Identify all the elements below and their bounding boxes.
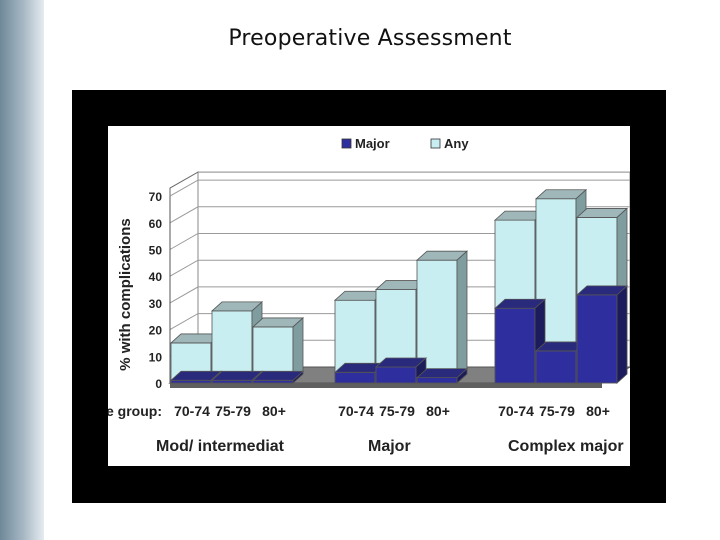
bar-major	[415, 367, 469, 384]
y-tick-label: 60	[149, 217, 163, 231]
x-tick-label: 70-74	[174, 403, 210, 419]
gridline	[169, 233, 630, 250]
y-tick-label: 70	[149, 190, 163, 204]
x-tick-label: 70-74	[338, 403, 374, 419]
legend-label-any: Any	[444, 136, 469, 151]
bar-major-face	[416, 377, 458, 384]
floor-edge	[170, 383, 602, 388]
gridline	[169, 259, 630, 277]
bar-major-face	[576, 294, 618, 384]
legend-label-major: Major	[355, 136, 390, 151]
x-group-label: Major	[368, 438, 411, 455]
bar-major-side	[456, 367, 468, 384]
x-axis-prefix-label: e group:	[108, 403, 162, 419]
bar-major-face	[494, 307, 536, 384]
bar-major-face	[334, 371, 376, 384]
gridline	[169, 286, 630, 304]
x-tick-label: 70-74	[498, 403, 534, 419]
x-group-label: Complex major	[508, 438, 624, 455]
y-tick-label: 40	[149, 270, 163, 284]
bar-major-side	[616, 284, 628, 384]
bar-major-face	[170, 379, 212, 384]
gridline	[169, 313, 630, 331]
bar-any-side	[456, 250, 468, 384]
x-tick-label: 80+	[586, 403, 610, 419]
x-group-label: Mod/ intermediat	[156, 438, 285, 455]
y-tick-label: 30	[149, 297, 163, 311]
x-tick-label: 75-79	[379, 403, 415, 419]
bar-major	[251, 370, 305, 384]
y-tick-label: 50	[149, 244, 163, 258]
x-tick-label: 80+	[262, 403, 286, 419]
gridline	[169, 206, 630, 224]
y-tick-label: 0	[155, 377, 162, 391]
legend-swatch-any	[430, 138, 441, 149]
x-tick-label: 75-79	[215, 403, 251, 419]
left-accent-bar	[0, 0, 44, 540]
bar-major-face	[535, 350, 577, 384]
bar-major	[575, 284, 629, 384]
y-tick-label: 20	[149, 324, 163, 338]
y-tick-label: 10	[149, 350, 163, 364]
bar-major-side	[292, 370, 304, 384]
bar-major-face	[252, 379, 294, 384]
x-tick-label: 80+	[426, 403, 450, 419]
slide-title: Preoperative Assessment	[228, 26, 512, 51]
bar-chart: 0 10 20 30 40 50 60 70 % with complications 70-74…	[108, 126, 630, 466]
bar-major-face	[211, 379, 253, 384]
bar-major	[169, 370, 223, 384]
legend-swatch-major	[341, 138, 352, 149]
legend: Major Any	[341, 136, 469, 151]
y-axis-label: % with complications	[117, 218, 134, 371]
gridline	[169, 179, 630, 197]
x-tick-label: 75-79	[539, 403, 575, 419]
bar-major-face	[375, 366, 417, 384]
